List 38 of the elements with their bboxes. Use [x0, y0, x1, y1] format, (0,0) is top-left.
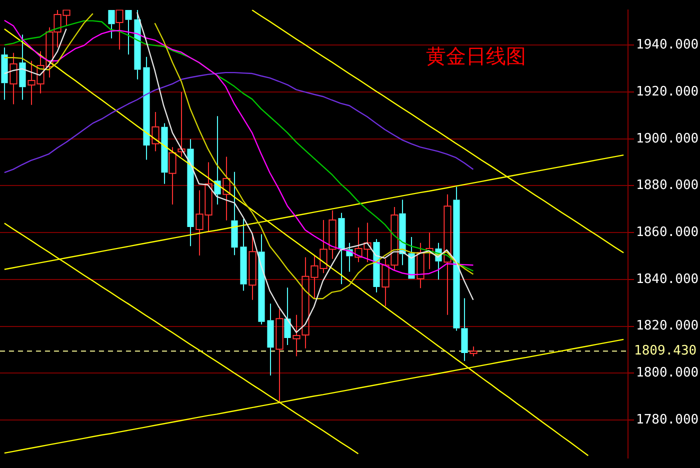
- candlestick: [125, 10, 132, 56]
- y-tick-label: 1880.000: [636, 178, 699, 194]
- candlestick: [284, 287, 291, 346]
- candlestick: [143, 56, 150, 160]
- y-tick-label: 1940.000: [636, 38, 699, 53]
- candlestick: [10, 52, 18, 105]
- candlestick: [373, 238, 380, 293]
- candlestick: [248, 234, 256, 300]
- candlestick: [134, 10, 141, 80]
- candlestick: [399, 199, 406, 266]
- candlestick: [276, 308, 284, 404]
- ref-line-label: 1809.430: [634, 343, 697, 358]
- candlestick: [214, 116, 221, 205]
- y-tick-label: 1820.000: [636, 318, 699, 334]
- candlestick: [116, 10, 124, 50]
- candlestick: [222, 156, 230, 221]
- candlestick: [19, 34, 26, 100]
- candlestick: [258, 234, 265, 325]
- candlestick: [416, 242, 424, 289]
- y-tick-label: 1840.000: [636, 272, 699, 287]
- candlestick: [152, 111, 160, 152]
- candlestick: [408, 236, 415, 279]
- candlestick: [161, 122, 168, 184]
- y-tick-label: 1780.000: [636, 412, 699, 428]
- candlestick: [426, 232, 434, 270]
- candlestick: [338, 212, 345, 285]
- y-tick-label: 1860.000: [636, 224, 699, 240]
- y-tick-label: 1800.000: [636, 366, 699, 381]
- candlestick: [240, 218, 247, 292]
- candlestick: [231, 171, 238, 256]
- y-tick-label: 1920.000: [636, 84, 699, 100]
- candlestick: [1, 47, 8, 100]
- candlestick: [187, 138, 194, 247]
- text: 黄金日线图: [426, 44, 526, 68]
- candlestick: [444, 194, 452, 316]
- y-tick-label: 1900.000: [636, 131, 699, 146]
- candlestick: [267, 303, 274, 376]
- candlestick: [108, 10, 115, 39]
